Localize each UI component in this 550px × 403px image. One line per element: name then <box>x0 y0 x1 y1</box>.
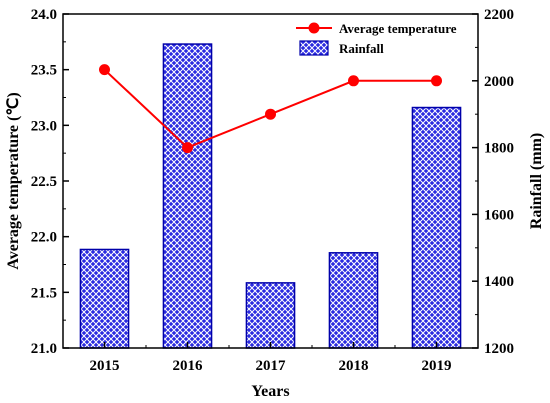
x-tick-label: 2019 <box>422 358 452 374</box>
y-left-tick-label: 24.0 <box>31 7 57 23</box>
y-left-tick-label: 22.0 <box>31 230 57 246</box>
rainfall-bar-2017 <box>245 282 296 349</box>
y-right-tick-label: 1400 <box>484 274 514 290</box>
rainfall-bar-2015 <box>79 248 130 349</box>
temperature-line-layer <box>99 64 442 154</box>
rainfall-bar-2016 <box>162 43 213 349</box>
y-left-tick-label: 21.5 <box>31 285 57 301</box>
temperature-point-2016 <box>182 142 193 154</box>
temperature-line <box>103 68 437 149</box>
y-left-tick-label: 23.5 <box>31 63 57 79</box>
legend-label-temperature: Average temperature <box>339 21 457 36</box>
temperature-point-2015 <box>99 64 110 76</box>
legend: Average temperature Rainfall <box>296 21 457 56</box>
rainfall-bar-2018 <box>328 252 379 349</box>
bars-layer <box>79 43 462 349</box>
x-tick-label: 2018 <box>339 358 369 374</box>
y-right-tick-label: 1800 <box>484 141 514 157</box>
y-axis-right-title: Rainfall (mm) <box>528 133 545 229</box>
y-axis-left-title: Average temperature (℃) <box>5 92 22 269</box>
x-axis-title: Years <box>251 383 289 400</box>
y-right-tick-label: 1200 <box>484 341 514 357</box>
y-right-tick-label: 1600 <box>484 207 514 223</box>
x-tick-label: 2016 <box>173 358 204 374</box>
temperature-point-2019 <box>431 75 442 87</box>
legend-marker-swatch <box>308 22 320 34</box>
temperature-point-2018 <box>348 75 359 87</box>
y-left-tick-label: 23.0 <box>31 118 57 134</box>
y-left-tick-label: 22.5 <box>31 174 57 190</box>
y-left-tick-label: 21.0 <box>31 341 57 357</box>
rainfall-bar-2019 <box>411 106 462 349</box>
axes-layer: 21.0 21.5 22.0 22.5 23.0 23.5 24.0 1200 1400 1600… <box>31 7 514 374</box>
legend-label-rainfall: Rainfall <box>339 41 384 56</box>
x-tick-label: 2015 <box>90 358 120 374</box>
legend-bar-swatch <box>299 40 329 56</box>
x-tick-label: 2017 <box>256 358 287 374</box>
temperature-point-2017 <box>265 108 276 120</box>
y-right-tick-label: 2200 <box>484 7 514 23</box>
y-right-tick-label: 2000 <box>484 74 514 90</box>
